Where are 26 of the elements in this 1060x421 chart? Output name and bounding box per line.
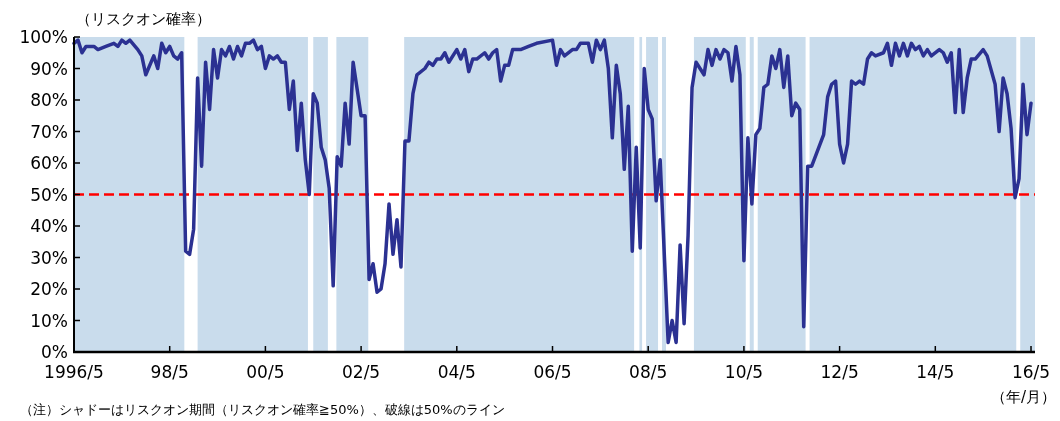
y-tick-label: 70% [30, 121, 68, 142]
y-tick-label: 40% [30, 216, 68, 236]
text: （注）シャドーはリスクオン期間（リスクオン確率≧50%）、破線は50%のライン [20, 402, 505, 417]
x-tick-label: 12/5 [820, 362, 859, 382]
y-tick-label: 0% [41, 342, 68, 362]
x-tick-label: 06/5 [533, 362, 572, 382]
y-axis-title: （リスクオン確率） [76, 10, 211, 28]
y-tick-label: 100% [19, 27, 68, 47]
y-tick-label: 50% [30, 184, 68, 205]
x-tick-label: 04/5 [437, 362, 476, 382]
x-tick-label: 14/5 [916, 362, 955, 382]
y-tick-label: 10% [30, 310, 68, 331]
y-tick-label: 80% [30, 90, 68, 110]
x-axis-title: （年/月） [990, 388, 1056, 406]
x-tick-label: 98/5 [150, 362, 189, 382]
y-tick-label: 60% [30, 153, 68, 173]
y-tick-label: 20% [30, 279, 68, 299]
x-tick-label: 02/5 [342, 362, 381, 382]
x-tick-label: 08/5 [629, 362, 668, 382]
x-tick-label: 10/5 [724, 362, 763, 382]
x-tick-label: 00/5 [246, 362, 285, 382]
x-tick-label: 16/5 [1011, 362, 1051, 382]
y-tick-label: 90% [30, 58, 68, 79]
line-series [72, 38, 1033, 345]
y-tick-label: 30% [30, 247, 68, 268]
x-tick-label: 1996/5 [44, 362, 104, 382]
